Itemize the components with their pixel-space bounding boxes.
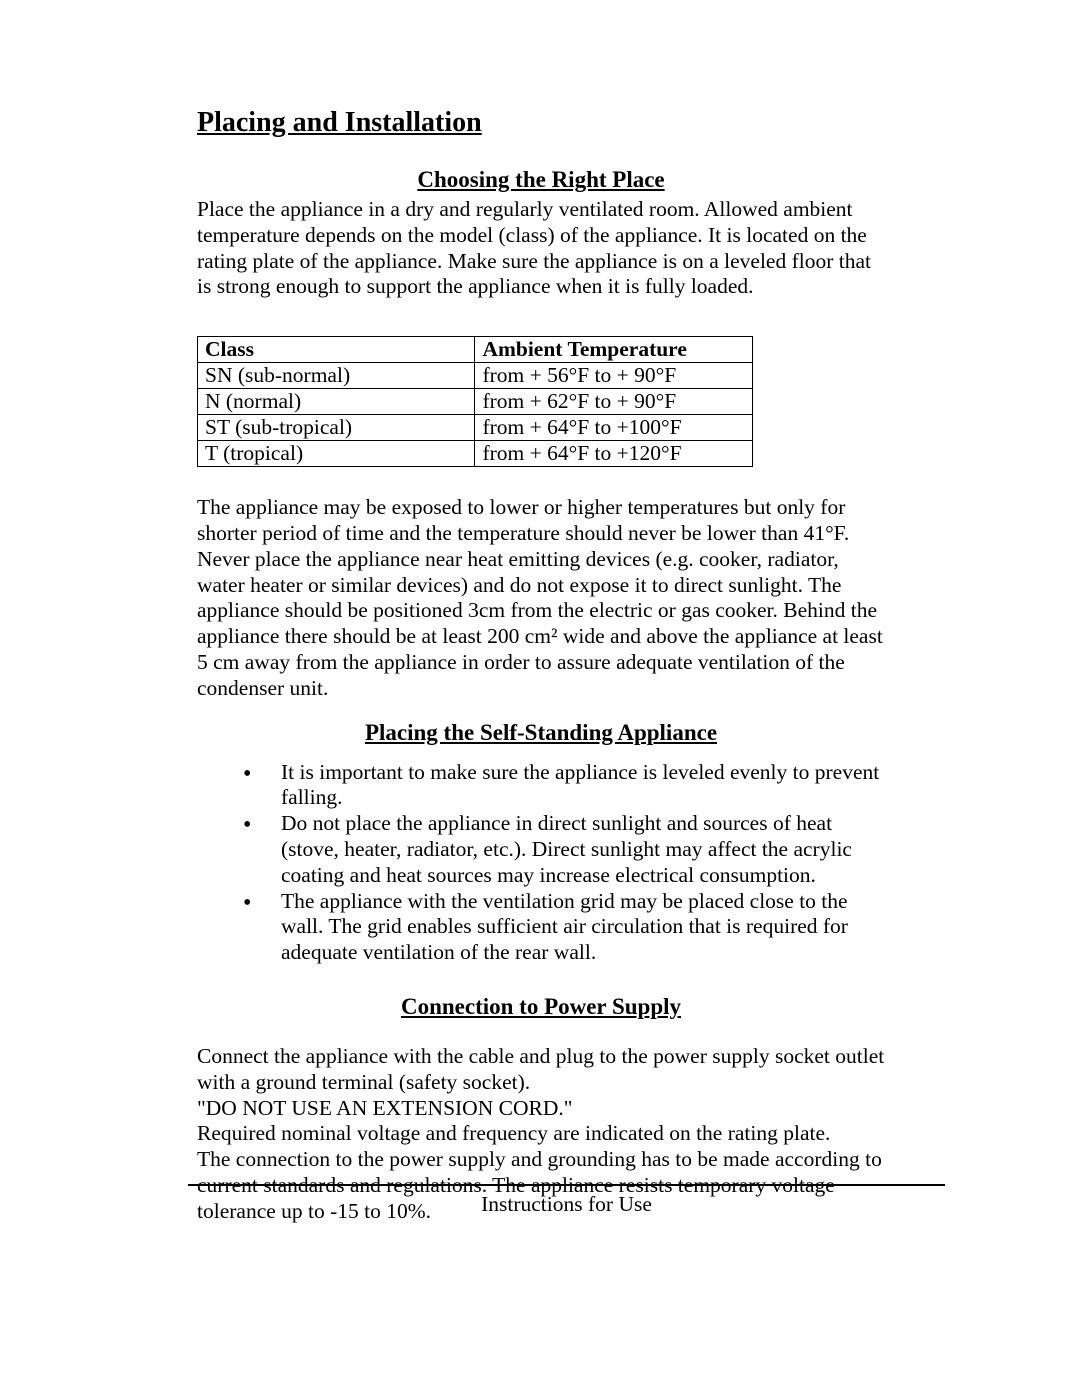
table-cell-class: ST (sub-tropical)	[198, 415, 475, 441]
section-choosing-para2: The appliance may be exposed to lower or…	[197, 495, 885, 701]
section-power-title: Connection to Power Supply	[197, 994, 885, 1020]
section-power-para3: Required nominal voltage and frequency a…	[197, 1121, 885, 1147]
table-header-temp: Ambient Temperature	[475, 337, 753, 363]
page-main-title: Placing and Installation	[197, 107, 885, 139]
table-cell-temp: from + 64°F to +120°F	[475, 441, 753, 467]
table-row: ST (sub-tropical) from + 64°F to +100°F	[198, 415, 753, 441]
table-cell-temp: from + 64°F to +100°F	[475, 415, 753, 441]
table-cell-class: N (normal)	[198, 389, 475, 415]
list-item: Do not place the appliance in direct sun…	[243, 811, 885, 888]
list-item: The appliance with the ventilation grid …	[243, 889, 885, 966]
table-cell-temp: from + 62°F to + 90°F	[475, 389, 753, 415]
table-cell-temp: from + 56°F to + 90°F	[475, 363, 753, 389]
section-choosing-title: Choosing the Right Place	[197, 167, 885, 193]
section-choosing-para1: Place the appliance in a dry and regular…	[197, 197, 885, 300]
section-placing-title: Placing the Self-Standing Appliance	[197, 720, 885, 746]
table-cell-class: T (tropical)	[198, 441, 475, 467]
table-row: N (normal) from + 62°F to + 90°F	[198, 389, 753, 415]
section-power-para1: Connect the appliance with the cable and…	[197, 1044, 885, 1096]
table-cell-class: SN (sub-normal)	[198, 363, 475, 389]
list-item: It is important to make sure the applian…	[243, 760, 885, 812]
placing-bullet-list: It is important to make sure the applian…	[197, 760, 885, 966]
table-row: SN (sub-normal) from + 56°F to + 90°F	[198, 363, 753, 389]
table-header-class: Class	[198, 337, 475, 363]
class-temperature-table: Class Ambient Temperature SN (sub-normal…	[197, 336, 885, 467]
table-header-row: Class Ambient Temperature	[198, 337, 753, 363]
page-footer: Instructions for Use	[188, 1184, 945, 1217]
section-power-para2: "DO NOT USE AN EXTENSION CORD."	[197, 1096, 885, 1122]
footer-text: Instructions for Use	[481, 1192, 652, 1216]
table-row: T (tropical) from + 64°F to +120°F	[198, 441, 753, 467]
